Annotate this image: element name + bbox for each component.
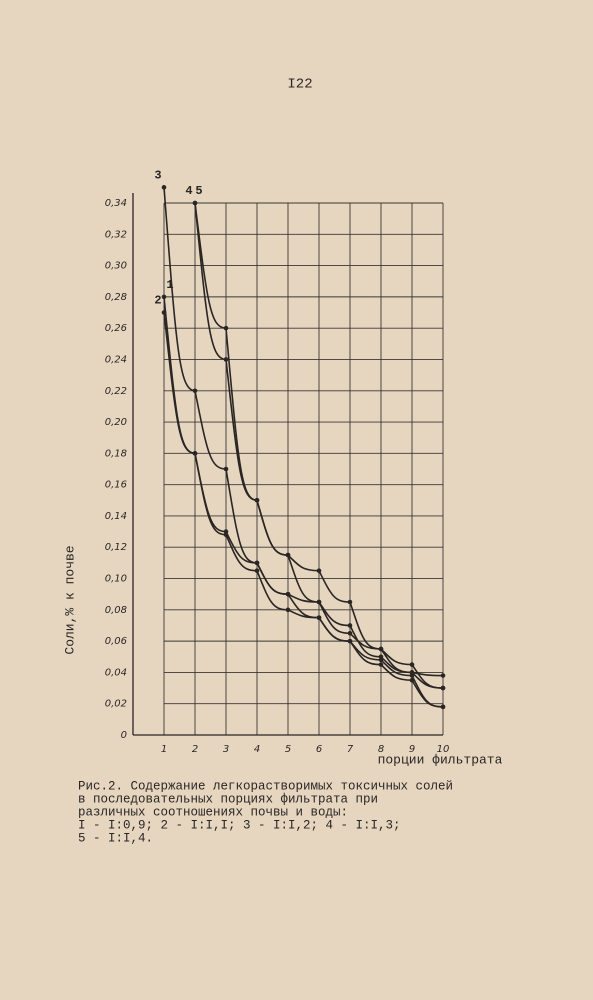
data-point	[378, 646, 384, 652]
x-tick-label: 1	[161, 744, 167, 755]
data-point	[316, 599, 322, 605]
y-tick-label: 0,12	[105, 542, 127, 553]
series-label: 1	[166, 278, 173, 292]
y-tick-label: 0,06	[105, 636, 127, 647]
data-point	[285, 607, 291, 613]
x-axis-label: порции фильтрата	[378, 752, 503, 767]
series-line	[163, 312, 444, 708]
data-point	[378, 654, 384, 660]
y-tick-label: 0	[121, 730, 127, 741]
series-line	[194, 202, 444, 677]
data-point	[192, 388, 198, 394]
data-point	[378, 662, 384, 667]
data-point	[223, 357, 229, 362]
data-point	[440, 685, 446, 691]
y-tick-label: 0,18	[105, 448, 127, 459]
caption-line: в последовательных порциях фильтрата при	[78, 792, 378, 806]
series-label: 2	[154, 294, 161, 308]
data-point	[316, 568, 322, 574]
data-point	[161, 185, 167, 190]
data-point	[347, 630, 353, 636]
data-point	[347, 599, 353, 605]
x-tick-label: 10	[437, 744, 450, 755]
x-tick-label: 5	[285, 744, 291, 755]
x-tick-label: 3	[223, 744, 229, 755]
x-tick-label: 4	[254, 744, 260, 755]
series-label: 3	[154, 169, 161, 183]
y-tick-label: 0,34	[105, 198, 127, 209]
y-tick-label: 0,28	[105, 292, 127, 303]
data-point	[347, 638, 353, 644]
data-point	[409, 662, 415, 667]
y-tick-label: 0,20	[105, 417, 127, 428]
data-point	[223, 466, 229, 472]
series-label: 4	[185, 184, 192, 198]
y-tick-label: 0,02	[105, 699, 127, 710]
data-point	[409, 670, 415, 675]
data-point	[316, 615, 322, 620]
data-point	[161, 310, 167, 315]
x-tick-label: 9	[409, 744, 415, 755]
data-point	[254, 560, 260, 566]
y-tick-label: 0,30	[105, 261, 127, 272]
y-tick-label: 0,08	[105, 605, 127, 616]
data-point	[223, 532, 229, 538]
data-point	[223, 325, 229, 331]
data-point	[254, 568, 260, 574]
data-point	[192, 200, 198, 206]
y-tick-label: 0,32	[105, 229, 127, 240]
x-tick-label: 6	[316, 744, 322, 755]
caption-line: различных соотношениях почвы и воды:	[78, 805, 348, 819]
page-number: I22	[287, 77, 312, 93]
x-tick-label: 7	[347, 744, 354, 755]
x-tick-label: 2	[192, 744, 198, 755]
y-tick-label: 0,24	[105, 354, 127, 365]
data-point	[285, 591, 291, 597]
data-point	[347, 623, 353, 628]
caption-line: Рис.2. Содержание легкорастворимых токси…	[78, 779, 453, 793]
series-line	[163, 296, 444, 708]
y-tick-label: 0,16	[105, 480, 127, 491]
y-axis-label: Соли,% к почве	[62, 545, 77, 654]
data-point	[285, 552, 291, 558]
y-tick-label: 0,14	[105, 511, 127, 522]
y-tick-label: 0,22	[105, 386, 127, 397]
caption-line: 5 - I:I,4.	[78, 831, 153, 845]
data-point	[192, 451, 198, 456]
series-label: 5	[195, 184, 202, 198]
x-tick-label: 8	[378, 744, 384, 755]
data-point	[440, 704, 446, 710]
data-point	[440, 673, 446, 678]
caption-line: I - I:0,9; 2 - I:I,I; 3 - I:I,2; 4 - I:I…	[78, 818, 401, 832]
y-tick-label: 0,10	[105, 574, 127, 585]
y-tick-label: 0,26	[105, 323, 127, 334]
data-point	[254, 497, 260, 503]
y-tick-label: 0,04	[105, 667, 127, 678]
data-point	[161, 294, 167, 300]
